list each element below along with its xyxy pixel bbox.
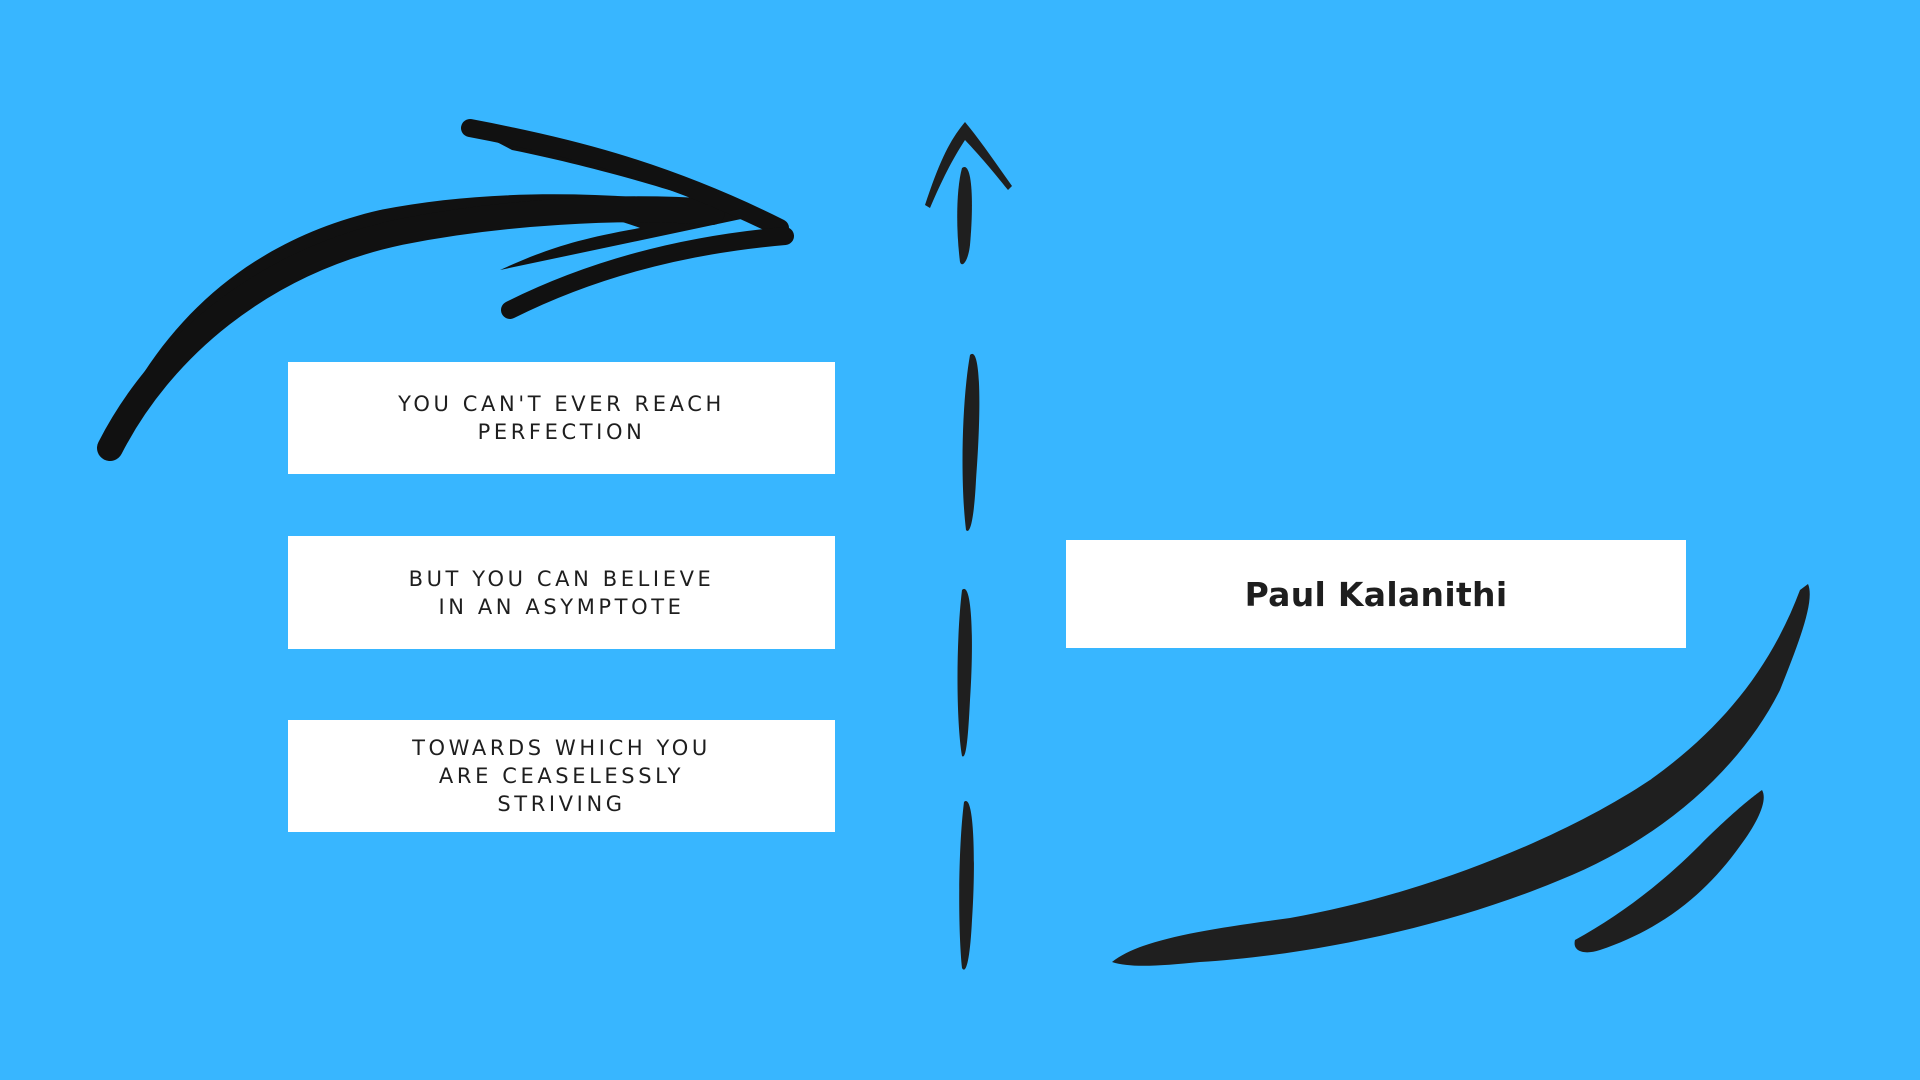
dashed-up-arrow-icon bbox=[925, 122, 1012, 970]
swoosh-stroke-icon bbox=[1112, 584, 1810, 966]
quote-line-1: YOU CAN'T EVER REACH PERFECTION bbox=[398, 392, 725, 444]
curved-arrow-icon bbox=[97, 119, 794, 461]
quote-box-1: YOU CAN'T EVER REACH PERFECTION bbox=[288, 362, 835, 474]
quote-line-2: BUT YOU CAN BELIEVE IN AN ASYMPTOTE bbox=[408, 566, 715, 619]
author-name: Paul Kalanithi bbox=[1244, 574, 1508, 614]
author-box: Paul Kalanithi bbox=[1066, 540, 1686, 648]
quote-box-2: BUT YOU CAN BELIEVE IN AN ASYMPTOTE bbox=[288, 536, 835, 649]
quote-line-3: TOWARDS WHICH YOU ARE CEASELESSLY STRIVI… bbox=[412, 736, 711, 816]
quote-box-3: TOWARDS WHICH YOU ARE CEASELESSLY STRIVI… bbox=[288, 720, 835, 832]
